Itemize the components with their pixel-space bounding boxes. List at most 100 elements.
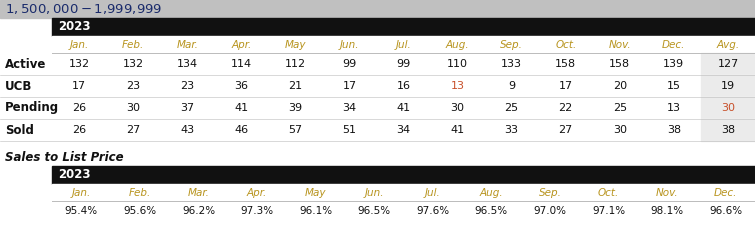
Text: 15: 15 [667,81,681,91]
Text: 134: 134 [177,59,198,69]
Text: 139: 139 [664,59,685,69]
Bar [701,119,755,141]
Text: 27: 27 [559,125,573,135]
Text: 17: 17 [342,81,356,91]
Text: 96.5%: 96.5% [358,206,391,216]
Bar [52,36,755,53]
Bar [0,75,755,97]
Text: 20: 20 [613,81,627,91]
Text: 23: 23 [180,81,194,91]
Text: $1,500,000 - $1,999,999: $1,500,000 - $1,999,999 [5,2,162,16]
Text: Apr.: Apr. [247,187,267,198]
Text: 112: 112 [285,59,306,69]
Text: Avg.: Avg. [716,40,740,49]
Text: Sep.: Sep. [501,40,523,49]
Text: 30: 30 [721,103,735,113]
Text: Dec.: Dec. [714,187,738,198]
Text: 26: 26 [72,125,86,135]
Text: Apr.: Apr. [231,40,251,49]
Text: 57: 57 [288,125,303,135]
Text: Oct.: Oct. [555,40,576,49]
Text: Jun.: Jun. [365,187,384,198]
Text: 41: 41 [451,125,464,135]
Text: 97.1%: 97.1% [592,206,625,216]
Text: Nov.: Nov. [609,40,631,49]
Bar [0,119,755,141]
Text: 95.4%: 95.4% [65,206,98,216]
Text: 30: 30 [451,103,464,113]
Text: 2023: 2023 [58,20,91,34]
Text: 132: 132 [69,59,90,69]
Text: 27: 27 [126,125,140,135]
Text: 41: 41 [396,103,411,113]
Bar [0,97,755,119]
Text: 13: 13 [667,103,681,113]
Text: Mar.: Mar. [187,187,209,198]
Text: 114: 114 [231,59,252,69]
Text: 30: 30 [126,103,140,113]
Text: Feb.: Feb. [122,40,144,49]
Text: 17: 17 [559,81,573,91]
Bar [0,0,755,18]
Bar [0,201,755,221]
Text: 39: 39 [288,103,303,113]
Text: 21: 21 [288,81,303,91]
Text: 96.6%: 96.6% [709,206,742,216]
Text: 34: 34 [342,103,356,113]
Text: 110: 110 [447,59,468,69]
Text: 96.1%: 96.1% [299,206,332,216]
Text: 23: 23 [126,81,140,91]
Text: Sep.: Sep. [538,187,562,198]
Text: Nov.: Nov. [656,187,679,198]
Text: 25: 25 [504,103,519,113]
Text: 16: 16 [396,81,411,91]
Text: 99: 99 [396,59,411,69]
Text: Mar.: Mar. [176,40,198,49]
Text: 22: 22 [559,103,573,113]
Text: 97.6%: 97.6% [416,206,449,216]
Text: 38: 38 [667,125,681,135]
Text: 17: 17 [72,81,86,91]
Text: 38: 38 [721,125,735,135]
Text: 43: 43 [180,125,194,135]
Text: Sales to List Price: Sales to List Price [5,151,124,164]
Text: 13: 13 [451,81,464,91]
Text: May: May [305,187,326,198]
Text: Active: Active [5,57,46,71]
Text: 97.0%: 97.0% [534,206,566,216]
Text: 97.3%: 97.3% [241,206,273,216]
Text: 158: 158 [609,59,630,69]
Bar [52,166,755,184]
Bar [701,97,755,119]
Text: Pending: Pending [5,102,59,114]
Text: 25: 25 [613,103,627,113]
Text: 41: 41 [234,103,248,113]
Text: 30: 30 [613,125,627,135]
Text: 132: 132 [122,59,143,69]
Text: 95.6%: 95.6% [123,206,156,216]
Text: Feb.: Feb. [129,187,151,198]
Text: 33: 33 [504,125,519,135]
Bar [0,53,755,75]
Text: 96.5%: 96.5% [475,206,508,216]
Text: Sold: Sold [5,123,34,137]
Text: 26: 26 [72,103,86,113]
Text: May: May [285,40,306,49]
Text: Jul.: Jul. [425,187,441,198]
Text: 2023: 2023 [58,169,91,181]
Bar [52,184,755,201]
Text: 99: 99 [342,59,356,69]
Text: 46: 46 [234,125,248,135]
Text: Aug.: Aug. [479,187,503,198]
Text: UCB: UCB [5,79,32,92]
Text: 98.1%: 98.1% [651,206,684,216]
Text: 9: 9 [508,81,515,91]
Text: 37: 37 [180,103,194,113]
Text: Jul.: Jul. [396,40,411,49]
Bar [701,53,755,75]
Text: 96.2%: 96.2% [182,206,215,216]
Bar [701,75,755,97]
Text: 36: 36 [234,81,248,91]
Text: 158: 158 [555,59,576,69]
Text: 127: 127 [717,59,738,69]
